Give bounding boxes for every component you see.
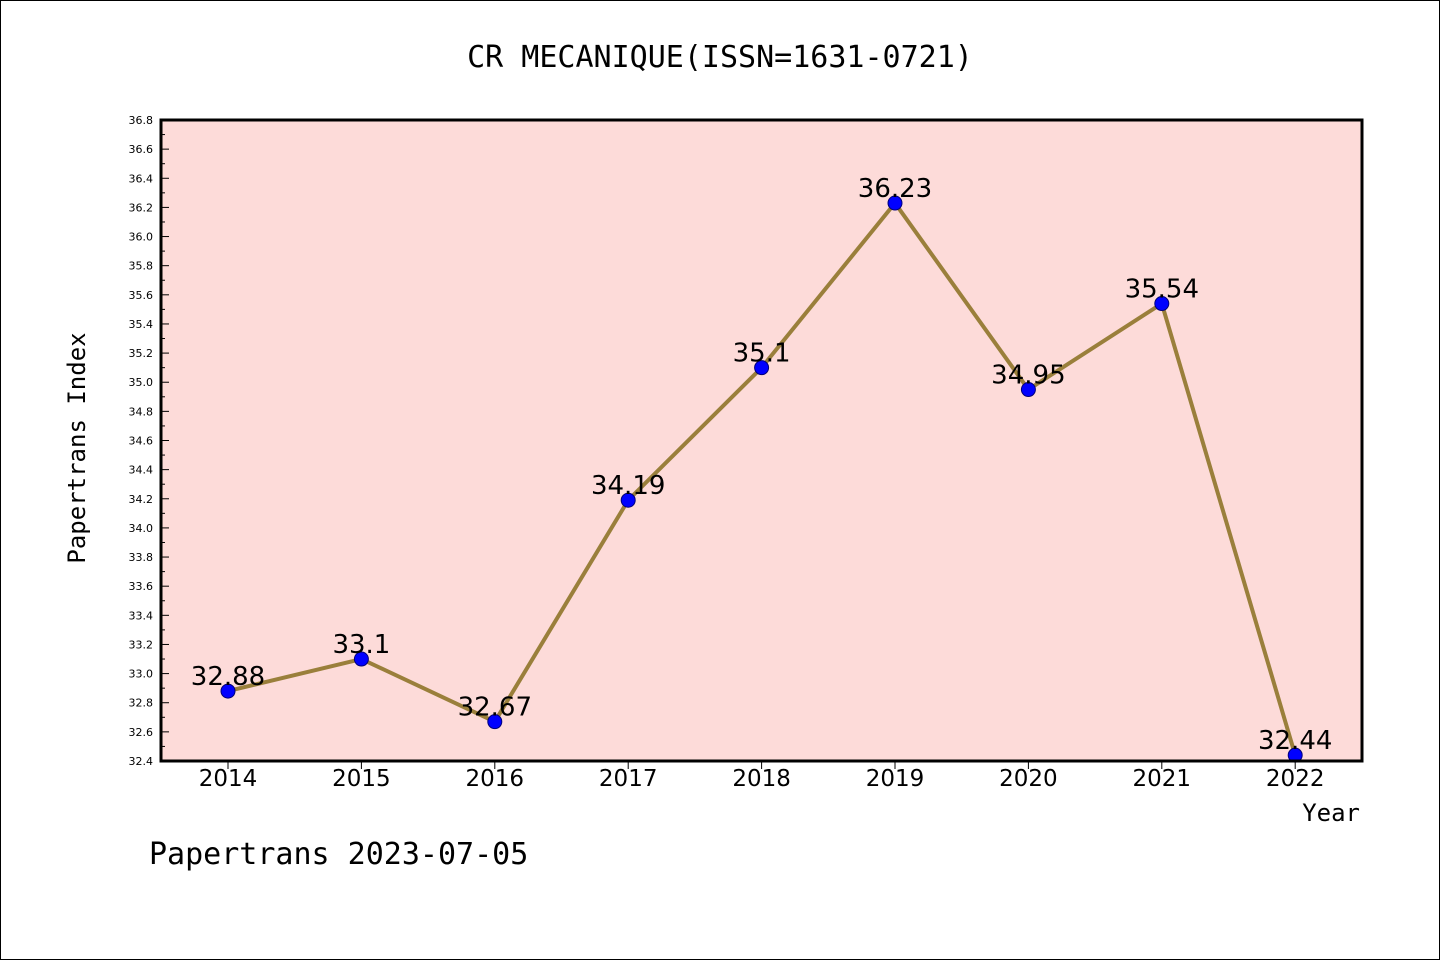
axis-ticks: 32.4 32.6 32.8 33.0 33.2 33.4 33.6 33.8 34.0 34.2… <box>129 114 1325 792</box>
x-tick-label: 2014 <box>199 766 258 792</box>
y-tick-label: 35.0 <box>129 376 154 389</box>
y-tick-label: 34.0 <box>129 522 154 535</box>
data-point <box>1020 382 1036 398</box>
y-tick-label: 36.0 <box>129 231 154 244</box>
data-label: 32.44 <box>1258 726 1332 756</box>
data-label: 32.67 <box>458 693 532 723</box>
y-tick-label: 33.8 <box>129 551 154 564</box>
y-tick-label: 35.8 <box>129 260 154 273</box>
y-tick-label: 33.2 <box>129 638 154 651</box>
data-point <box>220 683 236 699</box>
x-tick-label: 2019 <box>866 766 925 792</box>
data-point <box>620 492 636 508</box>
data-label: 36.23 <box>858 174 932 204</box>
y-tick-label: 34.8 <box>129 405 154 418</box>
data-label: 34.95 <box>991 361 1065 391</box>
data-label: 34.19 <box>591 471 665 501</box>
y-tick-label: 35.4 <box>129 318 154 331</box>
x-tick-label: 2016 <box>466 766 525 792</box>
y-tick-label: 34.6 <box>129 435 154 448</box>
x-tick-label: 2020 <box>999 766 1058 792</box>
y-tick-label: 32.4 <box>129 755 154 768</box>
x-tick-label: 2018 <box>732 766 791 792</box>
x-tick-label: 2017 <box>599 766 658 792</box>
y-tick-label: 36.2 <box>129 201 154 214</box>
plot-border <box>159 118 1364 763</box>
y-tick-label: 33.4 <box>129 609 154 622</box>
x-tick-label: 2015 <box>332 766 391 792</box>
x-tick-label: 2022 <box>1266 766 1325 792</box>
x-axis-label: Year <box>1302 799 1360 827</box>
data-label: 32.88 <box>191 662 265 692</box>
y-tick-label: 36.4 <box>129 172 154 185</box>
y-tick-label: 34.2 <box>129 493 154 506</box>
y-tick-label: 33.6 <box>129 580 154 593</box>
data-label: 35.54 <box>1125 275 1199 305</box>
x-tick-label: 2021 <box>1133 766 1192 792</box>
y-tick-label: 32.6 <box>129 726 154 739</box>
chart-title: CR MECANIQUE(ISSN=1631-0721) <box>467 40 973 75</box>
y-tick-label: 36.8 <box>129 114 154 127</box>
y-tick-label: 34.4 <box>129 464 154 477</box>
y-tick-label: 35.6 <box>129 289 154 302</box>
y-axis-label: Papertrans Index <box>63 332 91 563</box>
y-tick-label: 33.0 <box>129 668 154 681</box>
y-tick-label: 32.8 <box>129 697 154 710</box>
data-point <box>887 195 903 211</box>
footer-stamp: Papertrans 2023-07-05 <box>149 837 528 872</box>
data-point <box>353 651 369 667</box>
data-point <box>487 714 503 730</box>
data-label: 33.1 <box>332 630 390 660</box>
series-layer: 32.88 33.1 32.67 34.19 35.1 36.23 34.95 35.54 32… <box>191 174 1332 763</box>
y-tick-label: 36.6 <box>129 143 154 156</box>
y-tick-label: 35.2 <box>129 347 154 360</box>
data-point <box>1154 296 1170 312</box>
data-label: 35.1 <box>733 339 791 369</box>
data-point <box>754 360 770 376</box>
